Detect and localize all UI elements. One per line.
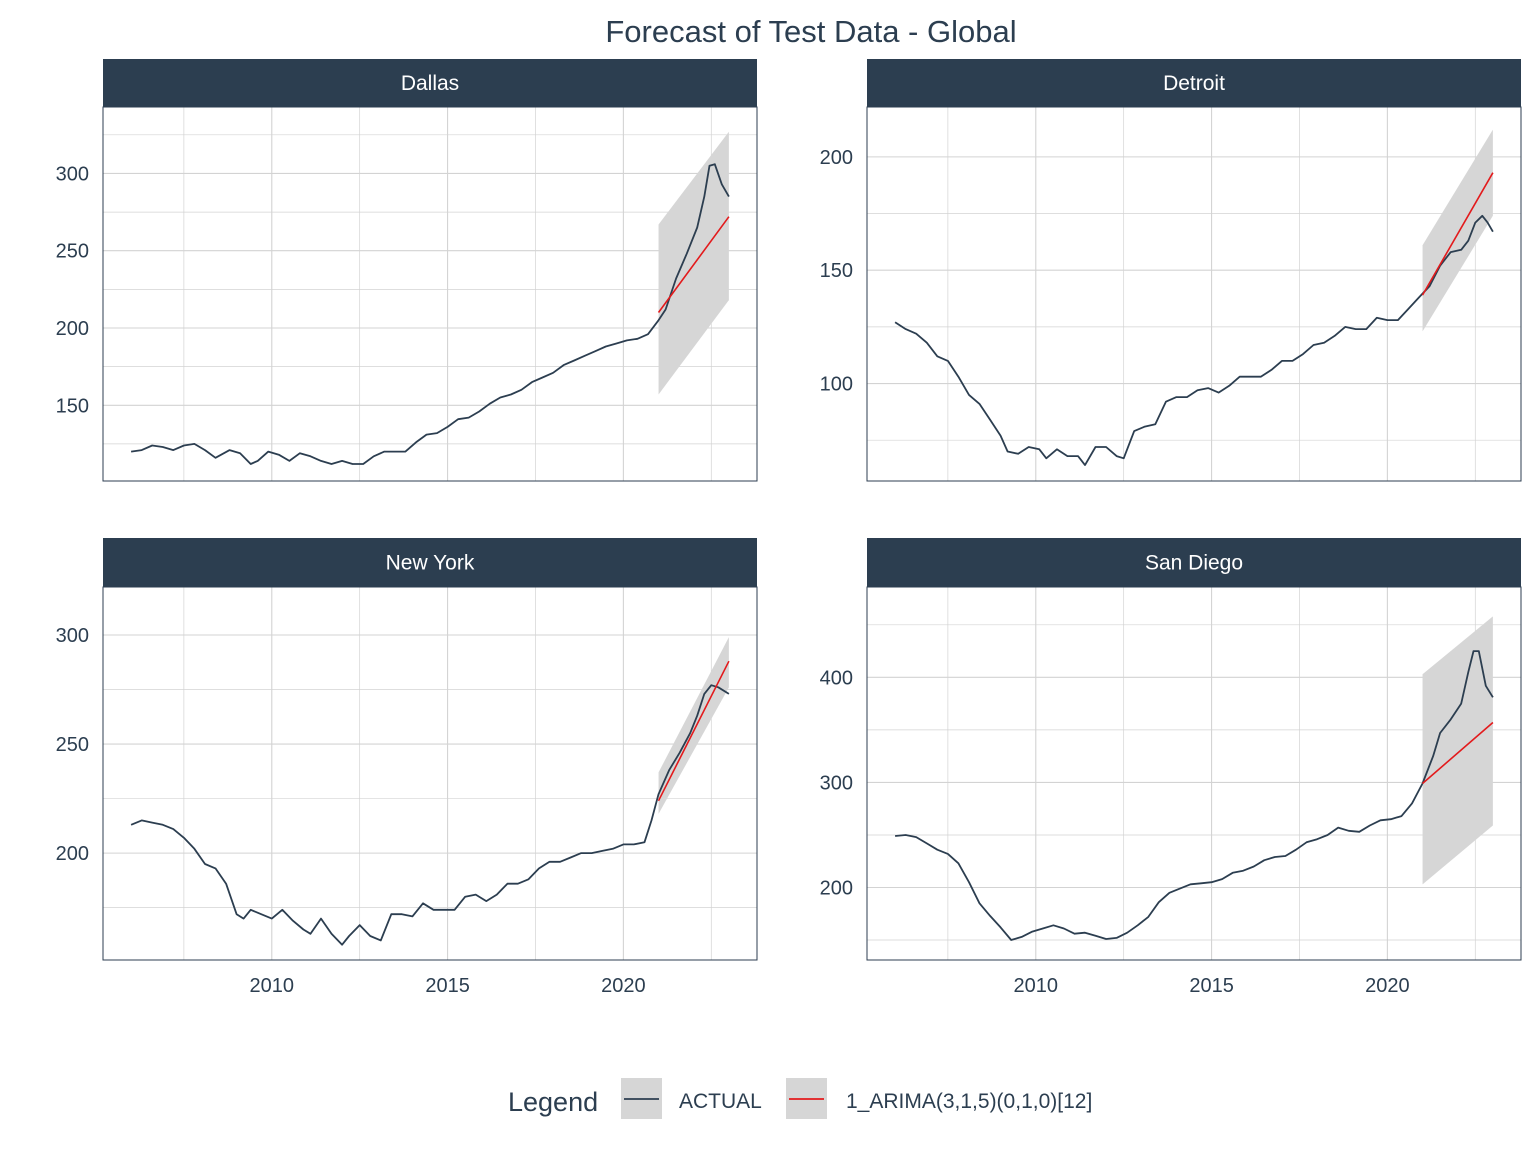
y-tick-label: 200: [820, 878, 853, 900]
y-tick-label: 200: [820, 147, 853, 169]
panel-title-san-diego: San Diego: [1145, 552, 1243, 575]
panel-title-new-york: New York: [386, 552, 475, 575]
y-tick-label: 100: [820, 374, 853, 396]
x-tick-label: 2015: [1189, 975, 1234, 997]
y-tick-label: 300: [56, 625, 89, 647]
forecast-line-new-york: [657, 660, 730, 802]
panel-strip-detroit: [867, 59, 1521, 107]
panel-border-detroit: [866, 106, 1522, 482]
actual-line-detroit: [894, 214, 1494, 467]
x-tick-label: 2010: [1014, 975, 1059, 997]
x-tick-label: 2010: [250, 975, 295, 997]
panel-new-york: New York 200 250 300 2010 2015 2020: [56, 538, 758, 997]
confidence-band-detroit: [1422, 129, 1493, 332]
panel-border-san-diego: [866, 586, 1522, 961]
forecast-line-dallas: [657, 216, 730, 313]
legend-title: Legend: [508, 1087, 598, 1117]
panel-dallas: Dallas 150 200 250 300: [56, 59, 758, 482]
y-tick-label: 250: [56, 241, 89, 263]
confidence-band-dallas: [658, 131, 729, 395]
y-tick-label: 250: [56, 734, 89, 756]
panel-san-diego: San Diego 200 300 400 2010 2015 2020: [820, 538, 1522, 997]
legend-label-1-arima-3-1-5-0-1-0-12: 1_ARIMA(3,1,5)(0,1,0)[12]: [846, 1090, 1092, 1113]
legend: Legend ACTUAL 1_ARIMA(3,1,5)(0,1,0)[12]: [508, 1078, 1092, 1119]
x-tick-label: 2020: [601, 975, 646, 997]
chart-title: Forecast of Test Data - Global: [605, 14, 1017, 49]
panel-border-new-york: [102, 586, 758, 961]
y-tick-label: 300: [56, 163, 89, 185]
panel-strip-san-diego: [867, 538, 1521, 587]
forecast-line-san-diego: [1421, 721, 1494, 785]
y-tick-label: 400: [820, 667, 853, 689]
actual-line-san-diego: [895, 650, 1494, 941]
legend-label-actual: ACTUAL: [679, 1090, 762, 1113]
x-tick-label: 2015: [425, 975, 470, 997]
panel-strip-dallas: [103, 59, 757, 107]
y-tick-label: 150: [56, 395, 89, 417]
actual-line-dallas: [130, 163, 730, 465]
confidence-band-san-diego: [1422, 616, 1493, 885]
forecast-line-detroit: [1421, 172, 1494, 296]
panel-border-dallas: [102, 106, 758, 482]
x-tick-label: 2020: [1365, 975, 1410, 997]
panel-title-detroit: Detroit: [1163, 72, 1225, 95]
y-tick-label: 300: [820, 772, 853, 794]
panel-strip-new-york: [103, 538, 757, 587]
actual-line-new-york: [130, 684, 730, 946]
y-tick-label: 200: [56, 843, 89, 865]
panel-detroit: Detroit 100 150 200: [820, 59, 1522, 482]
panel-title-dallas: Dallas: [401, 72, 459, 95]
y-tick-label: 150: [820, 260, 853, 282]
y-tick-label: 200: [56, 318, 89, 340]
